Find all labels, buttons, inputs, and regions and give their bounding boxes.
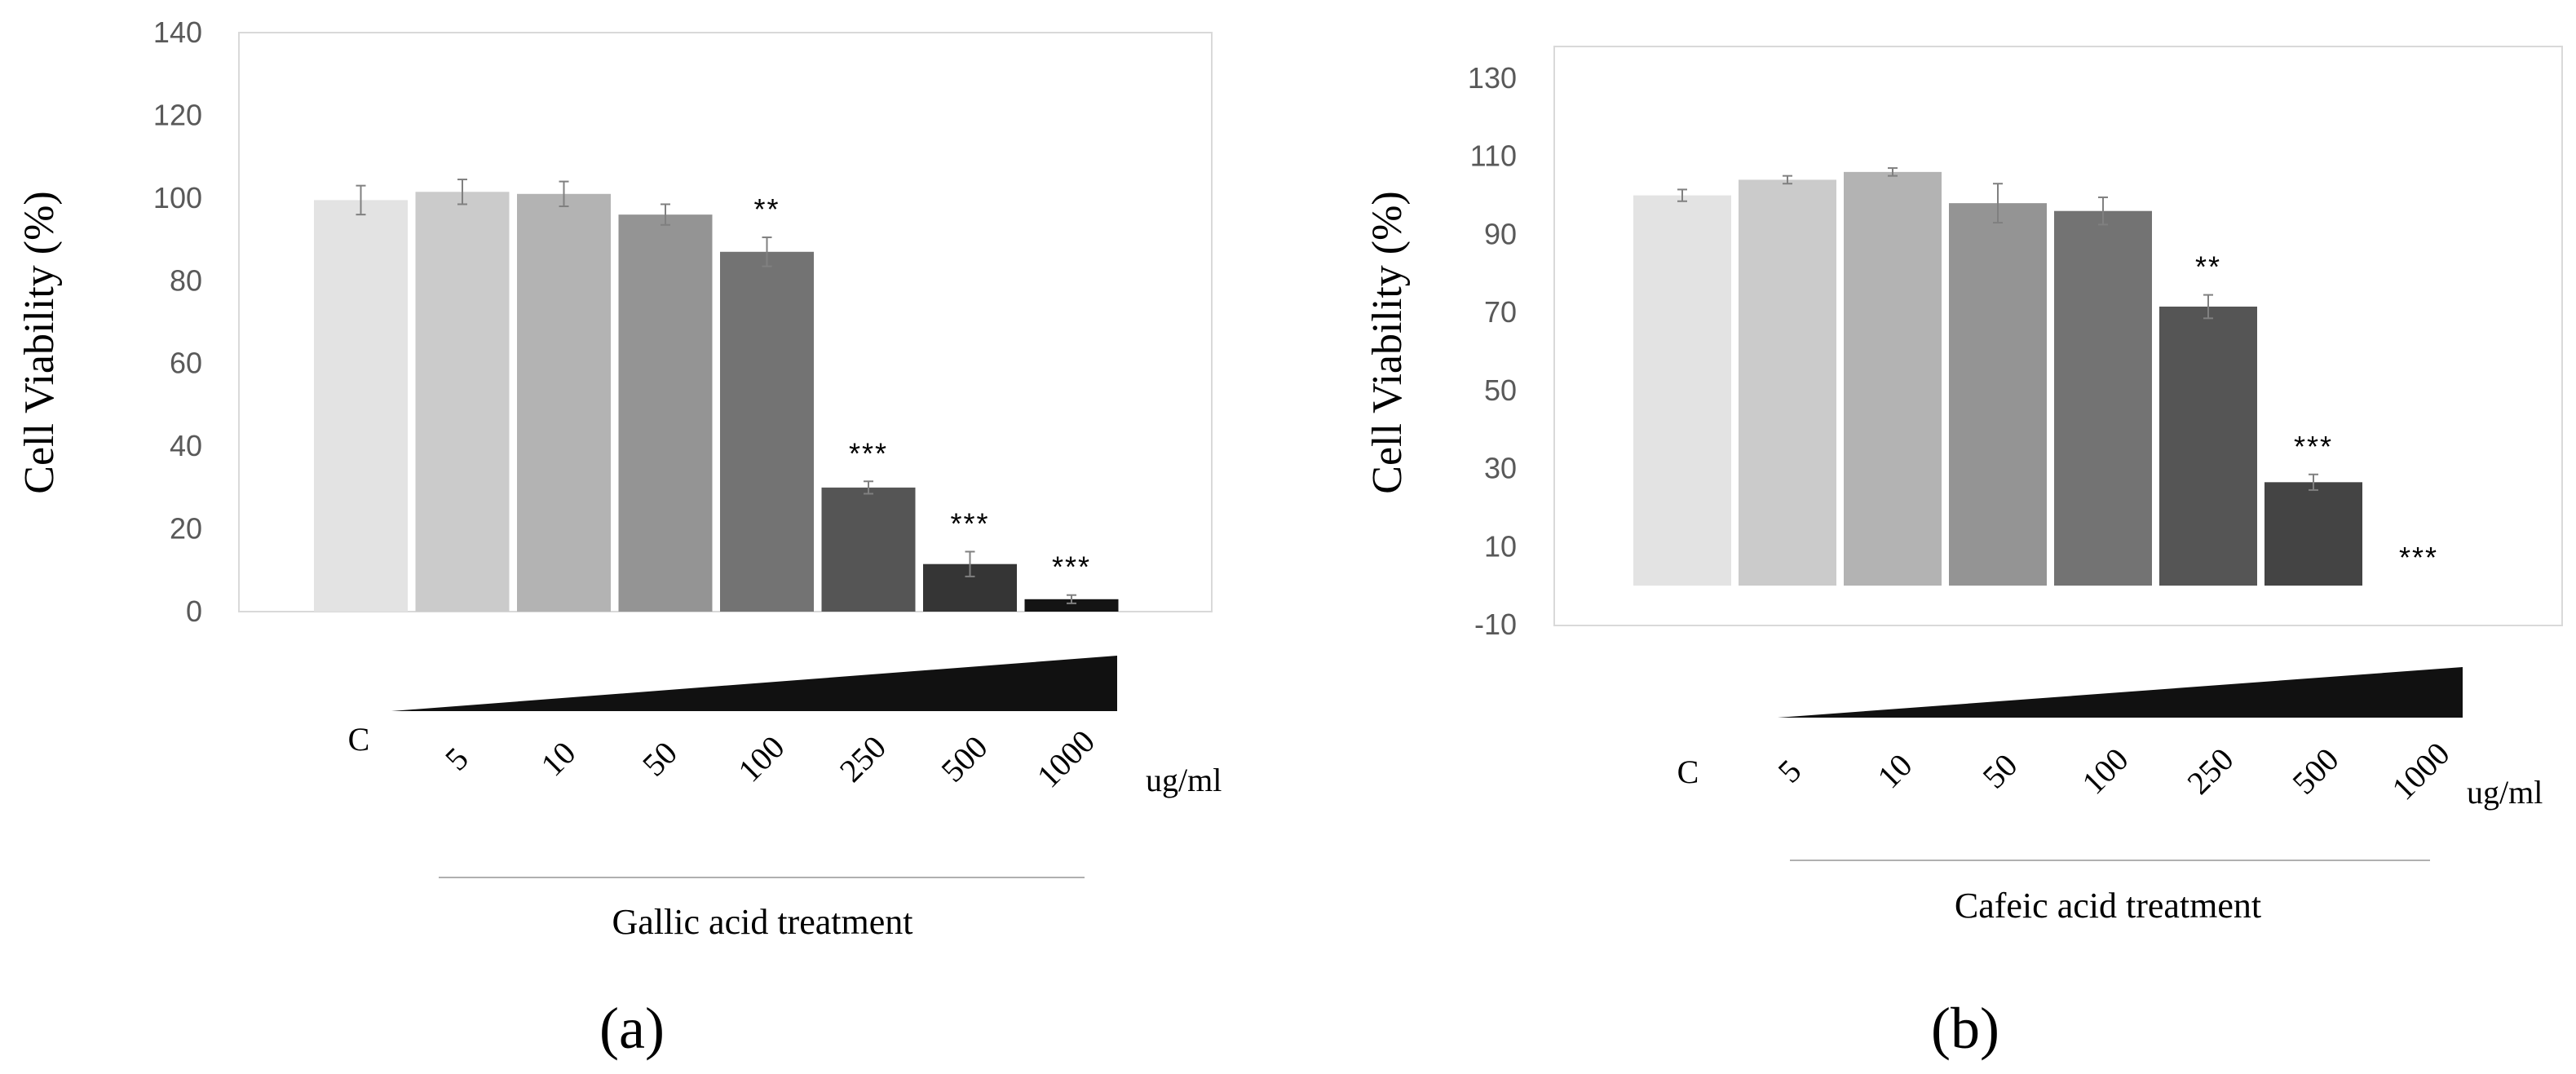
dose-label: 1000 [1030, 723, 1102, 794]
dose-label: C [348, 721, 370, 758]
y-tick-label: 60 [170, 347, 202, 380]
dose-label: 250 [2180, 740, 2240, 801]
error-bar [1783, 175, 1792, 185]
error-bar [2203, 294, 2213, 320]
bar [517, 193, 611, 612]
treatment-label: Cafeic acid treatment [1955, 886, 2261, 926]
y-tick-label: 120 [153, 98, 202, 131]
bar [821, 487, 916, 612]
y-tick-label: 10 [1484, 529, 1517, 563]
bar [314, 200, 408, 612]
bar [720, 251, 814, 612]
y-axis-ticks: 0 20 40 60 80 100 120 140 [153, 15, 202, 628]
dose-label: 10 [533, 734, 582, 783]
dose-label: 500 [934, 728, 994, 789]
y-tick-label: 100 [153, 181, 202, 214]
y-tick-label: 90 [1484, 217, 1517, 250]
error-bar [661, 203, 670, 226]
significance-labels: ******** [2195, 250, 2438, 575]
significance-label: *** [849, 436, 888, 470]
bar [1739, 179, 1836, 586]
y-tick-label: 140 [153, 15, 202, 49]
bar [1633, 195, 1731, 586]
error-bar [559, 180, 569, 207]
error-bar [1677, 188, 1687, 202]
bar [2054, 210, 2152, 586]
dose-label: 5 [438, 740, 475, 777]
dose-label: 100 [731, 728, 791, 789]
y-tick-label: 30 [1484, 452, 1517, 485]
error-bar [2098, 196, 2108, 226]
significance-labels: *********** [753, 192, 1091, 584]
y-tick-label: 70 [1484, 295, 1517, 329]
y-tick-label: 80 [170, 263, 202, 297]
y-axis-label: Cell Viability (%) [16, 191, 63, 493]
bar [2264, 482, 2362, 586]
error-bar [1067, 594, 1076, 604]
dose-gradient-wedge [1778, 667, 2463, 718]
dose-label: 10 [1870, 746, 1919, 795]
significance-label: *** [1052, 550, 1091, 584]
y-axis-label: Cell Viability (%) [1364, 191, 1411, 493]
significance-label: *** [950, 506, 989, 540]
dose-label: 50 [635, 734, 684, 783]
dose-gradient-wedge [391, 656, 1117, 711]
error-bars [356, 179, 1076, 604]
significance-label: ** [2195, 250, 2221, 284]
dose-labels: C 5 10 50 100 250 500 1000 [1677, 735, 2457, 807]
significance-label: *** [2399, 541, 2438, 574]
bar [1949, 203, 2047, 586]
error-bar [965, 550, 975, 577]
bar [1024, 599, 1119, 612]
dose-label: 1000 [2384, 735, 2456, 807]
dose-label: 500 [2285, 740, 2345, 801]
error-bar [2309, 473, 2318, 491]
error-bars [1677, 167, 2318, 491]
y-tick-label: -10 [1474, 608, 1517, 641]
bars [314, 192, 1119, 612]
panel-label-b: (b) [1931, 996, 1999, 1061]
treatment-label: Gallic acid treatment [612, 902, 913, 942]
dose-label: 50 [1975, 746, 2024, 795]
unit-label: ug/ml [2467, 774, 2543, 811]
bar [2159, 306, 2257, 586]
error-bar [457, 179, 467, 206]
unit-label: ug/ml [1146, 762, 1222, 798]
bar [618, 214, 713, 612]
error-bar [356, 184, 366, 216]
y-tick-label: 110 [1470, 139, 1517, 173]
error-bar [1993, 183, 2003, 224]
dose-label: 5 [1770, 752, 1808, 789]
y-tick-label: 20 [170, 512, 202, 546]
dose-label: 100 [2074, 740, 2135, 801]
error-bar [1888, 167, 1898, 177]
dose-label: C [1677, 754, 1699, 790]
y-tick-label: 130 [1468, 61, 1517, 95]
bar [1844, 171, 1942, 586]
significance-label: *** [2294, 430, 2333, 463]
y-axis-ticks: -10 10 30 50 70 90 110 130 [1468, 61, 1517, 641]
panel-label-a: (a) [599, 996, 665, 1061]
bar [415, 192, 510, 612]
error-bar [864, 480, 873, 495]
y-tick-label: 50 [1484, 373, 1517, 407]
dose-labels: C 5 10 50 100 250 500 1000 [348, 721, 1102, 795]
bars [1633, 171, 2362, 586]
y-tick-label: 0 [186, 594, 202, 628]
significance-label: ** [753, 192, 780, 226]
dose-label: 250 [833, 728, 893, 789]
error-bar [762, 236, 772, 267]
y-tick-label: 40 [170, 429, 202, 462]
